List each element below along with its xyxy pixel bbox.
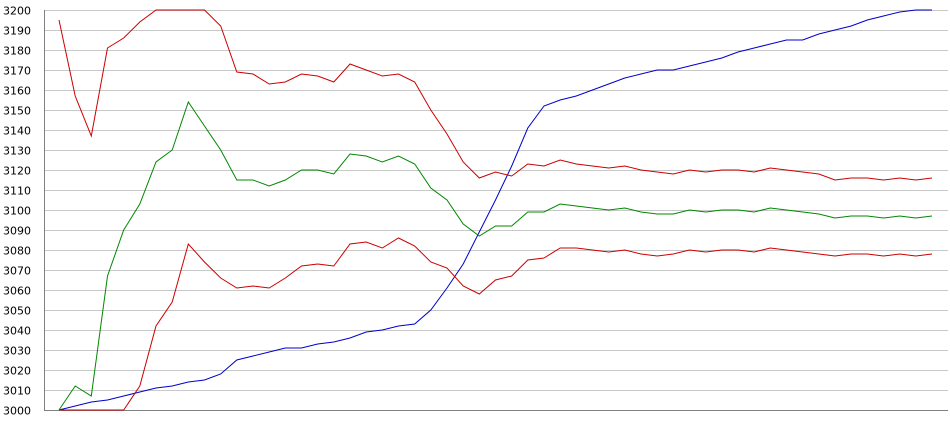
- y-tick-label-3050: 3050: [3, 305, 31, 318]
- series-line-2: [58, 9, 933, 181]
- y-tick-label-3200: 3200: [3, 5, 31, 18]
- y-tick-label-3160: 3160: [3, 85, 31, 98]
- y-tick-label-3000: 3000: [3, 405, 31, 418]
- y-tick-label-3140: 3140: [3, 125, 31, 138]
- series-line-3: [58, 100, 933, 411]
- y-tick-label-3060: 3060: [3, 285, 31, 298]
- y-tick-label-3090: 3090: [3, 225, 31, 238]
- series-line-4: [59, 237, 933, 411]
- y-tick-label-3110: 3110: [3, 185, 31, 198]
- y-tick-label-3080: 3080: [3, 245, 31, 258]
- series-line-1: [58, 9, 932, 411]
- y-tick-label-3020: 3020: [3, 365, 31, 378]
- y-tick-label-3130: 3130: [3, 145, 31, 158]
- y-tick-label-3180: 3180: [3, 45, 31, 58]
- y-tick-label-3150: 3150: [3, 105, 31, 118]
- y-tick-label-3010: 3010: [3, 385, 31, 398]
- y-tick-labels: 3000 3010 3020 3030 3040 3050 3060 3070 3080 3090…: [3, 5, 31, 418]
- y-tick-label-3070: 3070: [3, 265, 31, 278]
- series-layer: [58, 9, 933, 411]
- y-tick-label-3030: 3030: [3, 345, 31, 358]
- grid-layer: [44, 10, 948, 411]
- y-tick-label-3190: 3190: [3, 25, 31, 38]
- y-tick-label-3100: 3100: [3, 205, 31, 218]
- y-tick-label-3040: 3040: [3, 325, 31, 338]
- y-tick-label-3170: 3170: [3, 65, 31, 78]
- y-tick-label-3120: 3120: [3, 165, 31, 178]
- axis-layer: [44, 10, 948, 411]
